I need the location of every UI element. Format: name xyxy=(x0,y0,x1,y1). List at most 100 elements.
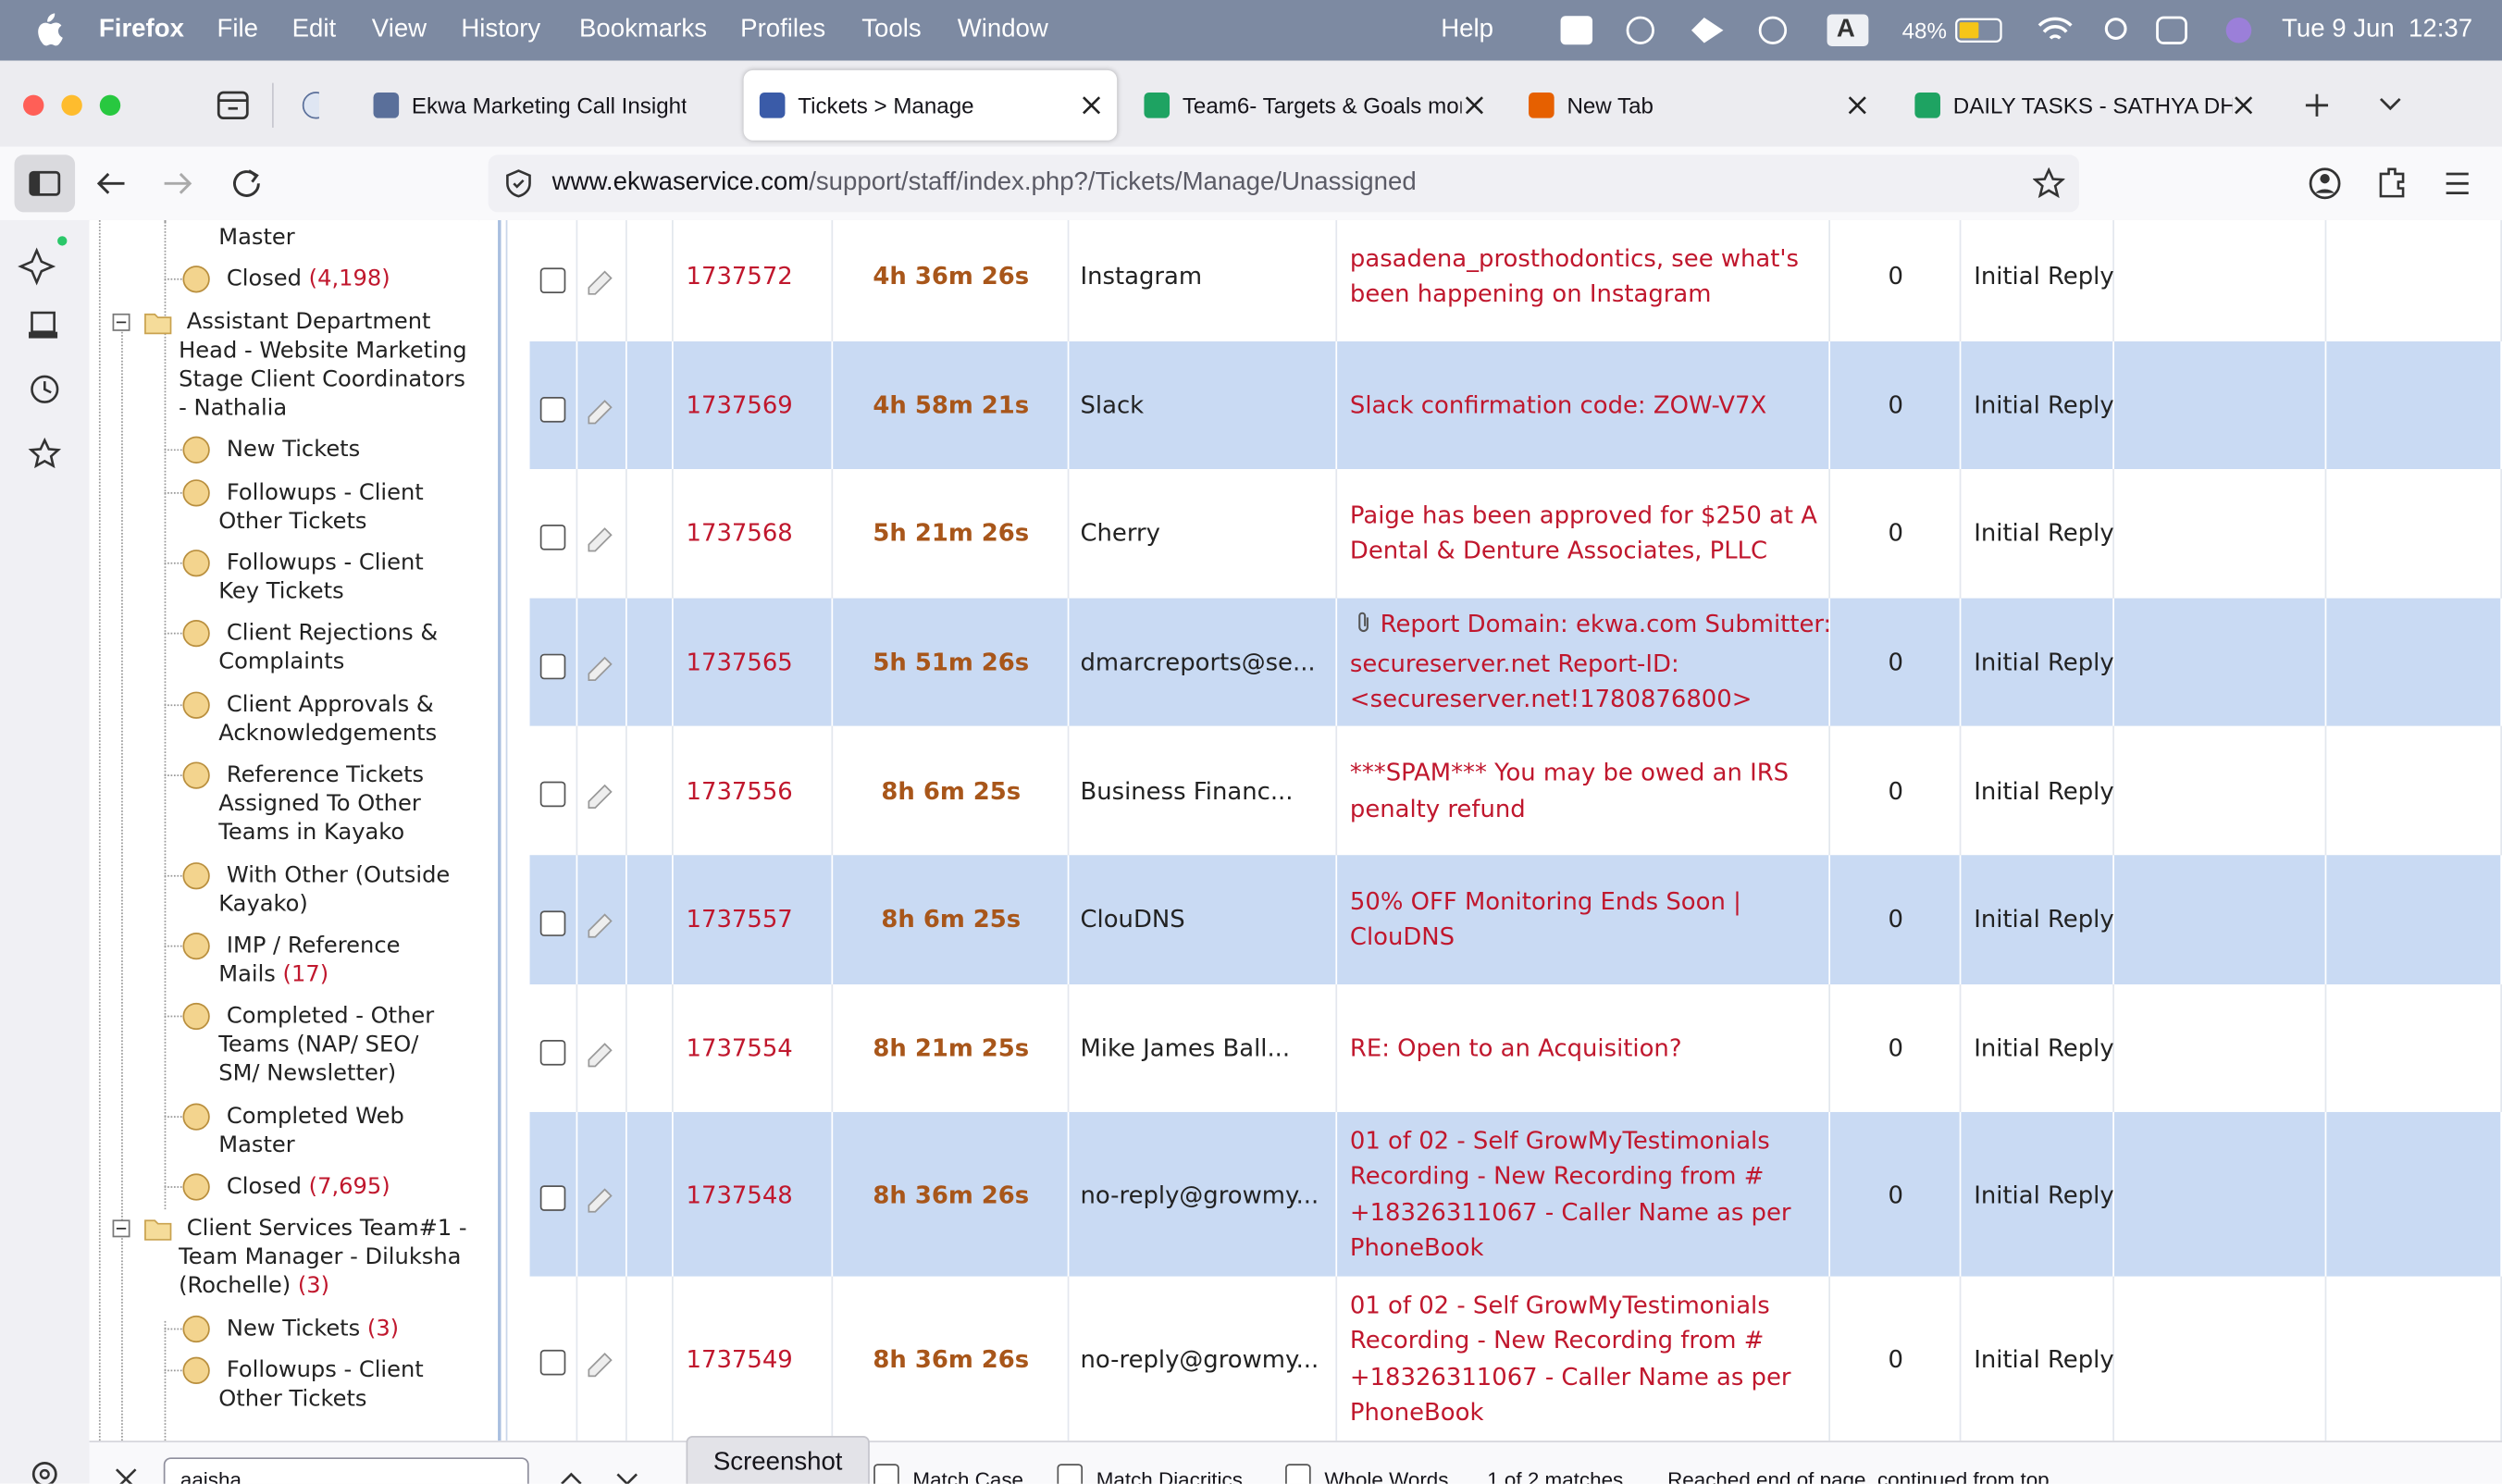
ticket-edit-icon[interactable] xyxy=(588,1188,613,1213)
ticket-row[interactable]: 1737568 5h 21m 26s Cherry Paige has been ap… xyxy=(529,469,2502,600)
tab-overview-button[interactable] xyxy=(217,91,249,119)
tree-item[interactable]: Reference Tickets Assigned To Other Teams … xyxy=(90,761,479,847)
clock[interactable]: Tue 9 Jun 12:37 xyxy=(2282,16,2473,43)
close-tab[interactable] xyxy=(2235,96,2253,115)
ticket-row[interactable]: 1737554 8h 21m 25s Mike James Ball... RE: O… xyxy=(529,983,2502,1115)
site-shield-icon[interactable] xyxy=(504,169,533,198)
reload-button[interactable] xyxy=(233,169,260,197)
ticket-id[interactable]: 1737554 xyxy=(686,1033,793,1063)
ticket-id[interactable]: 1737556 xyxy=(686,776,793,806)
ticket-row[interactable]: 1737565 5h 51m 26s dmarcreports@se... Repor… xyxy=(529,598,2502,729)
app-menu-button[interactable] xyxy=(2446,172,2469,195)
browser-tab[interactable]: DAILY TASKS - SATHYA DHA xyxy=(1886,70,2269,141)
find-option[interactable]: Match Case xyxy=(912,1467,1024,1484)
select-checkbox[interactable] xyxy=(539,1350,566,1376)
ticket-subject[interactable]: Slack confirmation code: ZOW-V7X xyxy=(1350,340,1828,469)
close-tab[interactable] xyxy=(1083,96,1101,115)
menu-item[interactable]: Tools xyxy=(861,16,922,43)
tree-item[interactable]: Completed Web Master xyxy=(90,1102,479,1159)
apple-logo[interactable] xyxy=(31,13,63,48)
menu-item[interactable]: Bookmarks xyxy=(578,16,708,43)
forward-button[interactable] xyxy=(164,172,192,194)
menu-item[interactable]: Help xyxy=(1441,16,1493,43)
select-checkbox[interactable] xyxy=(539,653,566,679)
select-checkbox[interactable] xyxy=(539,267,566,293)
tree-item[interactable]: New Tickets xyxy=(90,436,479,464)
ticket-subject[interactable]: pasadena_prosthodontics, see what's been … xyxy=(1350,220,1828,340)
address-bar[interactable]: www.ekwaservice.com/support/staff/index.… xyxy=(488,155,2080,213)
tree-folder[interactable]: Assistant Department Head - Website Marke… xyxy=(90,307,479,422)
ticket-row[interactable]: 1737569 4h 58m 21s Slack Slack confirmation… xyxy=(529,340,2502,472)
ticket-id[interactable]: 1737557 xyxy=(686,905,793,934)
ticket-subject[interactable]: 50% OFF Monitoring Ends Soon | ClouDNS xyxy=(1350,855,1828,983)
ticket-row[interactable]: 1737548 8h 36m 26s no-reply@growmy... 01 of… xyxy=(529,1112,2502,1279)
ticket-id[interactable]: 1737548 xyxy=(686,1180,793,1209)
find-option[interactable]: Match Diacritics xyxy=(1096,1467,1243,1484)
close-window[interactable] xyxy=(23,94,44,117)
ticket-id[interactable]: 1737572 xyxy=(686,262,793,291)
ticket-edit-icon[interactable] xyxy=(588,527,613,552)
menu-item[interactable]: Edit xyxy=(291,16,337,43)
close-find-bar[interactable] xyxy=(115,1468,137,1484)
select-checkbox[interactable] xyxy=(539,396,566,422)
status-icon[interactable] xyxy=(1626,16,1654,44)
browser-tab[interactable]: Ekwa Marketing Call Insights xyxy=(275,70,742,141)
tree-item[interactable]: Client Approvals & Acknowledgements xyxy=(90,690,479,748)
menu-item[interactable]: File xyxy=(217,16,258,43)
tree-item[interactable]: Followups - Client Key Tickets xyxy=(90,549,479,606)
find-option[interactable]: Whole Words xyxy=(1324,1467,1449,1484)
ticket-edit-icon[interactable] xyxy=(588,399,613,424)
menu-item[interactable]: Window xyxy=(957,16,1048,43)
browser-tab[interactable]: Tickets > Manage xyxy=(743,69,1118,141)
wifi-icon[interactable] xyxy=(2038,17,2073,40)
new-tab-button[interactable] xyxy=(2305,93,2329,117)
menu-item[interactable]: View xyxy=(371,16,427,43)
ticket-id[interactable]: 1737565 xyxy=(686,648,793,677)
status-icon[interactable] xyxy=(1560,16,1593,45)
bookmark-star[interactable] xyxy=(2033,167,2065,199)
option-checkbox[interactable] xyxy=(1285,1464,1311,1484)
tree-folder[interactable]: Client Services Team#1 - Team Manager - D… xyxy=(90,1215,479,1301)
ticket-edit-icon[interactable] xyxy=(588,1042,613,1067)
ticket-row[interactable]: 1737572 4h 36m 26s Instagram pasadena_prost… xyxy=(529,219,2502,343)
menu-item[interactable]: Profiles xyxy=(740,16,826,43)
bookmarks-button[interactable] xyxy=(28,437,62,469)
ticket-subject[interactable]: Paige has been approved for $250 at A Den… xyxy=(1350,469,1828,598)
app-menu[interactable]: Firefox xyxy=(98,16,184,43)
tree-item[interactable]: Master xyxy=(90,223,479,252)
sidebar-settings[interactable] xyxy=(31,1461,57,1484)
synced-tabs-button[interactable] xyxy=(29,311,58,339)
find-input-box[interactable] xyxy=(163,1457,529,1484)
ticket-edit-icon[interactable] xyxy=(588,913,613,938)
account-button[interactable] xyxy=(2309,167,2341,200)
screenshot-button[interactable]: Screenshot xyxy=(686,1436,870,1484)
select-checkbox[interactable] xyxy=(539,1185,566,1212)
back-button[interactable] xyxy=(96,172,125,194)
status-icon[interactable] xyxy=(1758,16,1788,44)
tree-item[interactable]: IMP / Reference Mails (17) xyxy=(90,932,479,989)
tree-item[interactable]: Closed (7,695) xyxy=(90,1173,479,1202)
menu-item[interactable]: History xyxy=(461,16,541,43)
ticket-row[interactable]: 1737549 8h 36m 26s no-reply@growmy... 01 of… xyxy=(529,1276,2502,1441)
list-tabs-button[interactable] xyxy=(2379,97,2401,111)
option-checkbox[interactable] xyxy=(873,1464,899,1484)
select-checkbox[interactable] xyxy=(539,910,566,936)
select-checkbox[interactable] xyxy=(539,525,566,550)
find-previous[interactable] xyxy=(561,1472,582,1484)
close-tab[interactable] xyxy=(1848,96,1866,115)
ticket-subject[interactable]: Report Domain: ekwa.com Submitter: secure… xyxy=(1350,598,1831,726)
minimize-window[interactable] xyxy=(61,94,82,117)
ticket-edit-icon[interactable] xyxy=(588,1353,613,1378)
select-checkbox[interactable] xyxy=(539,782,566,808)
tree-item[interactable]: New Tickets (3) xyxy=(90,1315,479,1343)
browser-tab[interactable]: Team6- Targets & Goals mor xyxy=(1117,70,1500,141)
pinned-tab[interactable] xyxy=(302,92,319,119)
ticket-subject[interactable]: 01 of 02 - Self GrowMyTestimonials Record… xyxy=(1350,1277,1828,1441)
tree-item[interactable]: Client Rejections & Complaints xyxy=(90,620,479,677)
ticket-subject[interactable]: ***SPAM*** You may be owed an IRS penalty… xyxy=(1350,726,1828,855)
search-icon[interactable] xyxy=(2104,18,2127,40)
tree-item[interactable]: Followups - Client Other Tickets xyxy=(90,1356,479,1414)
ticket-id[interactable]: 1737568 xyxy=(686,519,793,549)
tree-item[interactable]: Completed - Other Teams (NAP/ SEO/SM/ New… xyxy=(90,1002,479,1088)
zoom-window[interactable] xyxy=(99,94,121,117)
